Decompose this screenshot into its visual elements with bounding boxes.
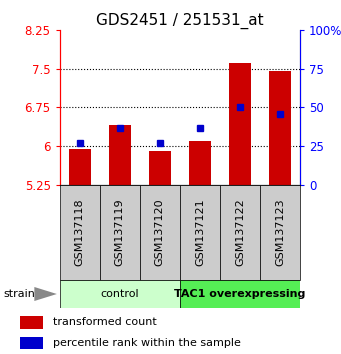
Text: transformed count: transformed count	[53, 317, 157, 327]
Bar	[69, 149, 91, 185]
Bar	[100, 185, 140, 280]
Text: GSM137118: GSM137118	[75, 199, 85, 266]
Bar	[60, 185, 100, 280]
Bar	[20, 316, 43, 329]
Text: GSM137122: GSM137122	[235, 199, 245, 266]
Bar	[20, 337, 43, 349]
Text: TAC1 overexpressing: TAC1 overexpressing	[174, 289, 306, 299]
Text: GSM137120: GSM137120	[155, 199, 165, 266]
Bar	[109, 125, 131, 185]
Text: GSM137119: GSM137119	[115, 199, 125, 266]
Bar	[189, 141, 211, 185]
Bar	[229, 63, 251, 185]
Text: control: control	[101, 289, 139, 299]
Bar	[269, 71, 291, 185]
Text: GSM137121: GSM137121	[195, 199, 205, 266]
Title: GDS2451 / 251531_at: GDS2451 / 251531_at	[96, 12, 264, 29]
Text: GSM137123: GSM137123	[275, 199, 285, 266]
Text: percentile rank within the sample: percentile rank within the sample	[53, 338, 240, 348]
Polygon shape	[34, 287, 57, 301]
Bar	[220, 185, 260, 280]
Bar	[140, 185, 180, 280]
Bar	[260, 185, 300, 280]
Text: strain: strain	[3, 289, 35, 299]
Bar	[60, 280, 180, 308]
Bar	[149, 152, 171, 185]
Bar	[180, 185, 220, 280]
Bar	[180, 280, 300, 308]
